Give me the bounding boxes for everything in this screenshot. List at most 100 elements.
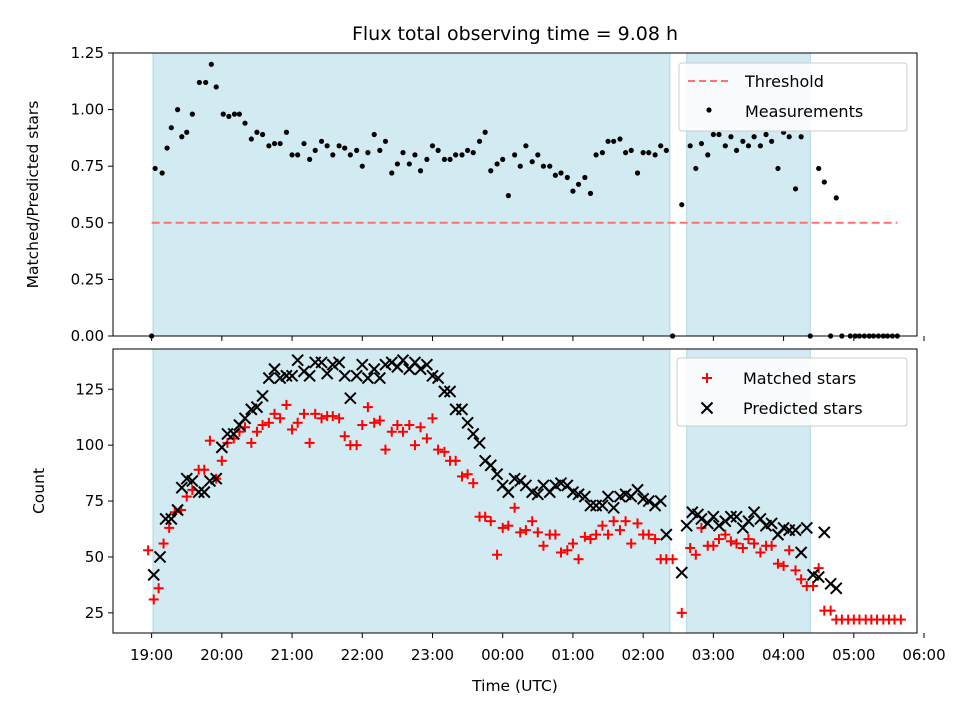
- matched-star-point: [392, 420, 403, 431]
- legend-predicted-marker: [700, 401, 714, 415]
- predicted-star-point: [642, 494, 655, 508]
- measurement-point: [728, 134, 734, 140]
- bottom-y-axis-label: Count: [30, 468, 48, 514]
- predicted-star-point-b: [680, 519, 693, 532]
- matched-star-point: [404, 420, 415, 431]
- measurement-point: [342, 145, 348, 151]
- matched-star-point: [579, 531, 590, 542]
- predicted-star-point: [175, 481, 189, 494]
- measurement-point: [646, 150, 652, 156]
- matched-star-point: [334, 413, 345, 424]
- matched-star-point: [158, 538, 169, 549]
- legend-measurements-label: Measurements: [745, 102, 863, 121]
- predicted-star-point-b: [525, 485, 539, 499]
- predicted-star-point-b: [490, 468, 504, 481]
- predicted-star-point-b: [519, 479, 533, 492]
- predicted-star-point-b: [361, 371, 375, 385]
- measurement-point: [716, 131, 722, 138]
- predicted-star-point: [461, 416, 474, 430]
- measurement-point: [710, 131, 716, 138]
- measurement-point: [226, 113, 232, 119]
- measurement-point: [295, 152, 301, 158]
- predicted-star-point-b: [619, 488, 632, 501]
- measurement-point: [400, 150, 406, 156]
- measurement-point: [821, 179, 827, 185]
- matched-star-point: [339, 431, 350, 442]
- measurement-point: [301, 140, 307, 147]
- predicted-star-point: [315, 356, 328, 369]
- predicted-star-point: [153, 550, 167, 564]
- matched-star-point: [275, 413, 286, 424]
- measurement-point: [505, 193, 511, 199]
- legend-predicted-swatch: [700, 401, 714, 415]
- predicted-star-point-b: [303, 369, 316, 383]
- matched-star-point: [515, 527, 526, 538]
- measurement-point: [617, 136, 623, 142]
- predicted-star-point-b: [484, 459, 497, 472]
- predicted-star-point: [800, 521, 813, 535]
- predicted-star-point: [285, 369, 299, 383]
- predicted-star-point: [607, 501, 620, 514]
- matched-star-point: [462, 469, 473, 480]
- predicted-star-point: [159, 512, 172, 526]
- predicted-star-point: [765, 517, 778, 530]
- shaded-interval-0: [152, 348, 671, 634]
- predicted-star-point: [794, 546, 808, 559]
- legend-predicted-label: Predicted stars: [743, 399, 863, 418]
- measurement-point: [816, 165, 822, 172]
- predicted-star-point: [210, 472, 223, 485]
- predicted-star-point: [320, 367, 334, 380]
- predicted-star-point-b: [777, 521, 790, 535]
- x-tick-label: 05:00: [832, 646, 875, 664]
- predicted-star-point: [730, 510, 743, 523]
- predicted-star-point-b: [800, 521, 813, 535]
- matched-star-point: [421, 433, 432, 444]
- measurement-point: [271, 140, 278, 147]
- predicted-star-point: [680, 519, 693, 532]
- y-tick-label: 1.25: [71, 44, 104, 62]
- matched-star-point: [532, 527, 543, 538]
- measurement-point: [640, 150, 646, 156]
- measurement-point: [371, 131, 377, 138]
- bottom-axes-frame: [112, 348, 918, 634]
- measurement-point: [769, 138, 775, 144]
- predicted-star-point: [361, 371, 375, 385]
- measurement-point: [254, 129, 260, 135]
- matched-star-point: [503, 520, 514, 531]
- measurement-point: [152, 165, 158, 172]
- measurement-point: [733, 147, 740, 153]
- matched-star-point: [713, 534, 724, 545]
- measurement-point: [652, 152, 658, 158]
- measurement-point: [312, 147, 318, 153]
- matched-star-point: [650, 534, 661, 545]
- measurement-point: [535, 152, 541, 158]
- predicted-star-point: [368, 362, 381, 376]
- predicted-star-point-b: [147, 568, 160, 582]
- bottom-x-ticks: 19:00 20:00 21:00 22:00 23:00 00:00 01:00 02:00…: [130, 633, 946, 664]
- matched-star-point: [725, 536, 736, 547]
- matched-star-point: [708, 540, 719, 551]
- matched-star-point: [257, 420, 268, 431]
- x-tick-label: 04:00: [762, 646, 805, 664]
- predicted-star-point-b: [502, 485, 515, 499]
- predicted-star-point-b: [724, 510, 738, 523]
- matched-star-point: [246, 437, 257, 448]
- matched-star-point: [755, 547, 766, 558]
- predicted-star-point-b: [572, 488, 585, 501]
- predicted-star-point: [467, 427, 480, 441]
- predicted-star-point: [227, 427, 240, 441]
- measurement-point: [482, 129, 488, 135]
- predicted-star-point-b: [794, 546, 808, 559]
- matched-star-point: [269, 408, 280, 419]
- measurement-point: [283, 129, 290, 135]
- matched-star-point: [567, 538, 578, 549]
- measurement-point: [277, 140, 283, 147]
- matched-star-point: [509, 502, 520, 513]
- matched-star-point: [492, 549, 503, 560]
- y-tick-label: 0.25: [71, 270, 104, 288]
- measurement-point: [231, 111, 238, 117]
- measurement-point: [347, 152, 353, 158]
- shaded-interval-0: [152, 52, 671, 337]
- matched-star-point: [374, 415, 385, 426]
